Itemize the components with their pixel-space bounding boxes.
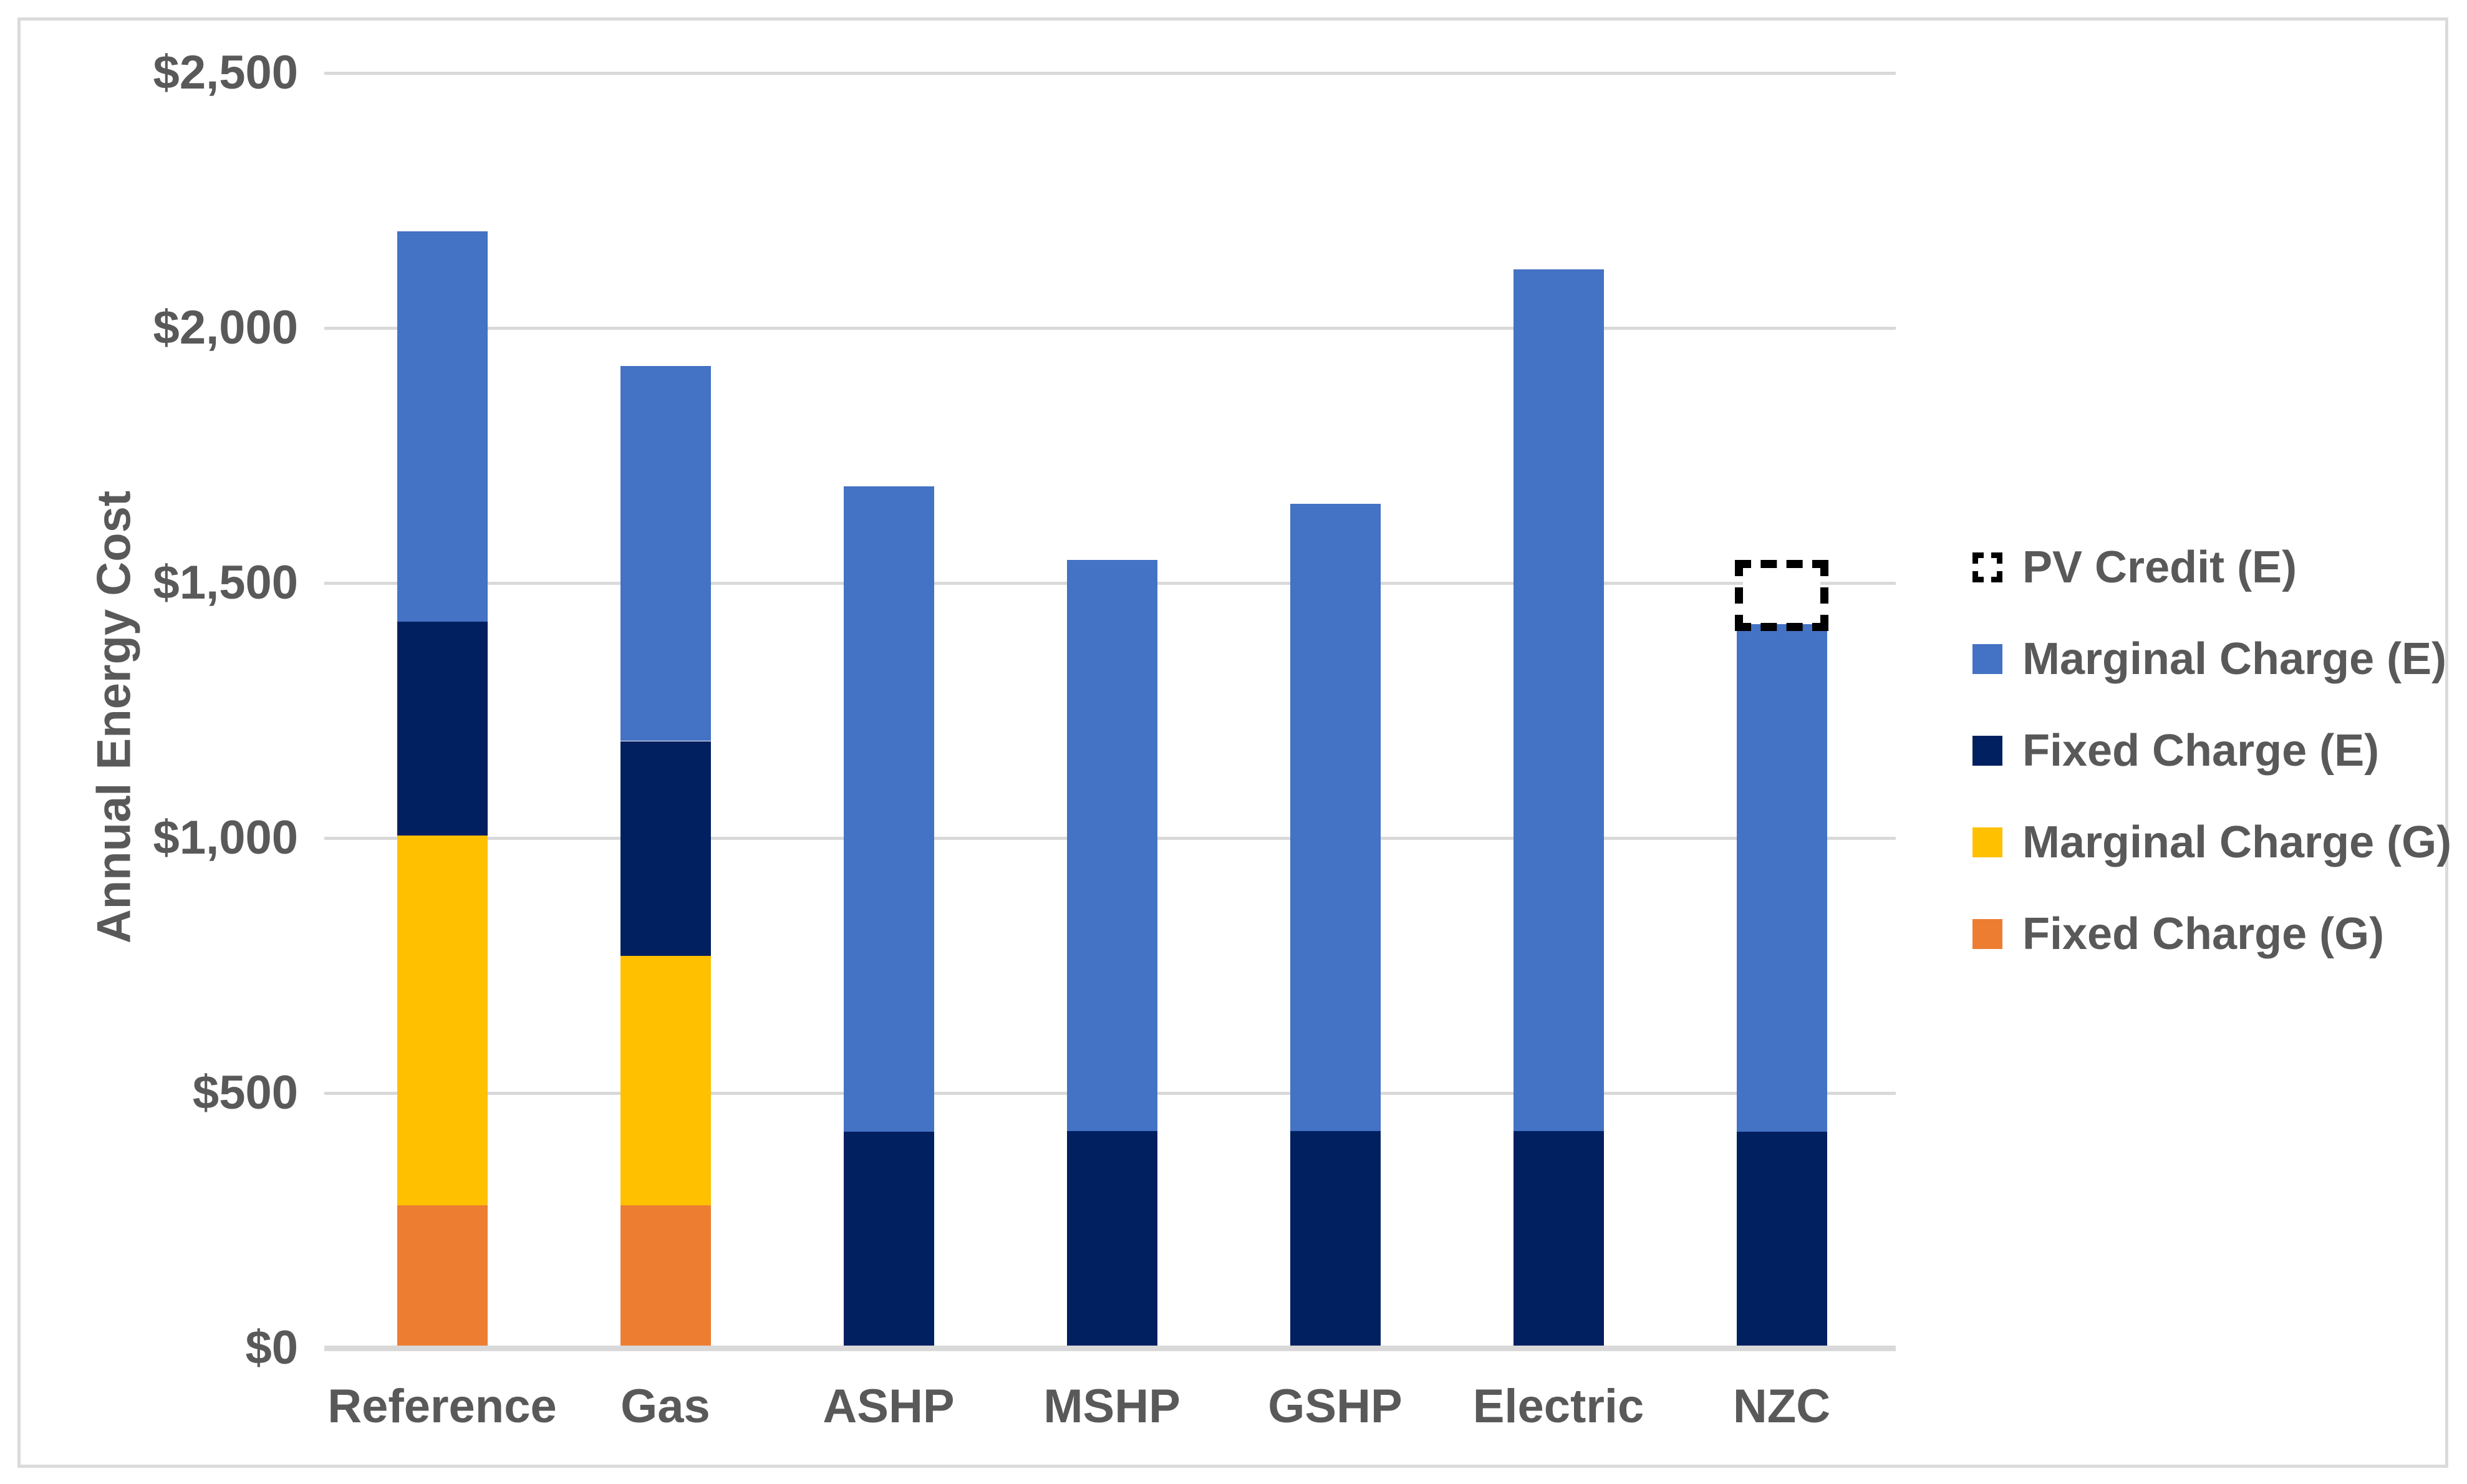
x-axis-label-gas: Gas bbox=[620, 1380, 710, 1433]
y-axis-title: Annual Energy Cost bbox=[87, 490, 141, 944]
y-tick-label-2000: $2,000 bbox=[153, 301, 298, 354]
x-axis-label-electric: Electric bbox=[1472, 1380, 1644, 1433]
bar-segment-gshp-marginal-charge-e- bbox=[1290, 504, 1381, 1131]
legend-label: Fixed Charge (G) bbox=[2022, 909, 2385, 959]
legend-label: Marginal Charge (E) bbox=[2022, 634, 2447, 684]
bar-segment-electric-marginal-charge-e- bbox=[1514, 269, 1604, 1131]
bar-segment-gas-marginal-charge-e- bbox=[620, 366, 711, 741]
bar-segment-mshp-fixed-charge-e- bbox=[1067, 1131, 1157, 1346]
x-axis-label-mshp: MSHP bbox=[1043, 1380, 1180, 1433]
bar-segment-gas-fixed-charge-g- bbox=[620, 1205, 711, 1346]
bar-segment-gas-fixed-charge-e- bbox=[620, 741, 711, 956]
x-axis-label-reference: Reference bbox=[327, 1380, 557, 1433]
legend-label: PV Credit (E) bbox=[2022, 542, 2297, 592]
bar-segment-nzc-marginal-charge-e- bbox=[1737, 624, 1827, 1132]
y-tick-label-1000: $1,000 bbox=[153, 811, 298, 864]
gridline-2000 bbox=[324, 327, 1896, 330]
x-axis-label-nzc: NZC bbox=[1732, 1380, 1831, 1433]
bar-segment-nzc-fixed-charge-e- bbox=[1737, 1131, 1827, 1346]
bar-segment-ashp-fixed-charge-e- bbox=[844, 1131, 934, 1346]
chart-border bbox=[17, 17, 2448, 1468]
x-axis-label-gshp: GSHP bbox=[1268, 1380, 1402, 1433]
legend-label: Fixed Charge (E) bbox=[2022, 726, 2380, 776]
y-tick-label-500: $500 bbox=[192, 1066, 298, 1119]
pv-credit-box bbox=[1735, 560, 1828, 631]
bar-segment-reference-fixed-charge-g- bbox=[397, 1205, 488, 1346]
legend-swatch-marginal-charge-e- bbox=[1972, 644, 2002, 674]
y-tick-label-2500: $2,500 bbox=[153, 46, 298, 99]
legend-swatch-marginal-charge-g- bbox=[1972, 827, 2002, 857]
x-axis-line bbox=[324, 1346, 1896, 1351]
y-tick-label-0: $0 bbox=[245, 1321, 298, 1374]
gridline-2500 bbox=[324, 72, 1896, 75]
y-tick-label-1500: $1,500 bbox=[153, 556, 298, 609]
bar-segment-reference-marginal-charge-e- bbox=[397, 231, 488, 622]
legend-swatch-pv-credit-e- bbox=[1972, 552, 2002, 582]
bar-segment-reference-marginal-charge-g- bbox=[397, 836, 488, 1205]
bar-segment-mshp-marginal-charge-e- bbox=[1067, 560, 1157, 1131]
legend-swatch-fixed-charge-g- bbox=[1972, 919, 2002, 949]
legend-swatch-fixed-charge-e- bbox=[1972, 736, 2002, 766]
x-axis-label-ashp: ASHP bbox=[823, 1380, 955, 1433]
legend-label: Marginal Charge (G) bbox=[2022, 817, 2452, 867]
bar-segment-ashp-marginal-charge-e- bbox=[844, 486, 934, 1132]
bar-segment-electric-fixed-charge-e- bbox=[1514, 1131, 1604, 1346]
bar-segment-reference-fixed-charge-e- bbox=[397, 621, 488, 836]
bar-segment-gshp-fixed-charge-e- bbox=[1290, 1131, 1381, 1346]
bar-segment-gas-marginal-charge-g- bbox=[620, 955, 711, 1205]
